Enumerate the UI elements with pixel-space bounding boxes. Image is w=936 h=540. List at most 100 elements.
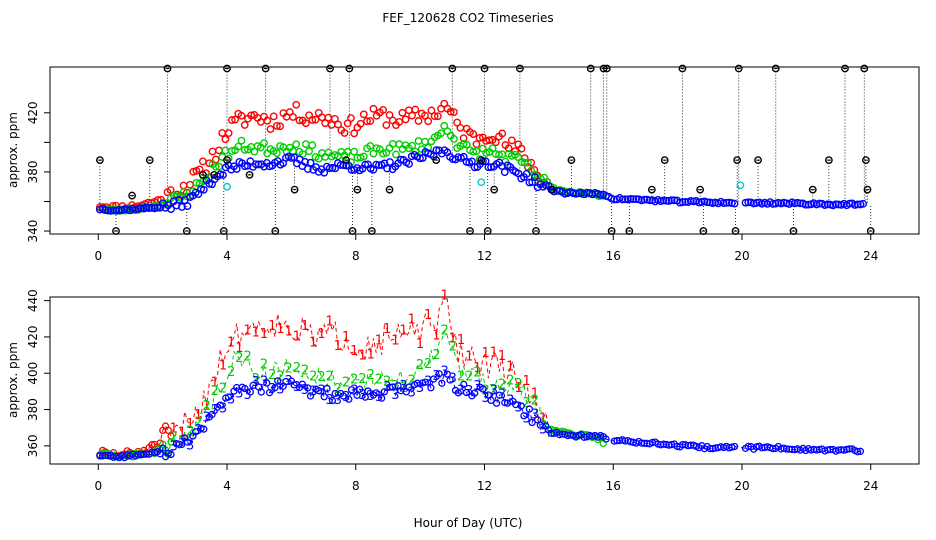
bottom-s3-point [353,391,361,399]
bottom-s1-marker: 1 [301,319,309,334]
top-s1-point [491,138,500,147]
bottom-s3-marker: 3 [252,375,260,390]
bottom-s2-marker: 2 [465,369,473,384]
top-s1-point [408,111,416,120]
top-s3-point [303,165,312,173]
bottom-s3-point [306,392,315,400]
bottom-s1-marker: 1 [465,350,473,365]
top-s1-point [269,112,278,121]
top-black-marker [353,185,362,194]
top-s3-point [470,163,479,172]
top-s1-point [215,146,223,155]
bottom-s2-marker: 2 [243,349,251,364]
top-black-marker [432,156,441,165]
top-s1-point [218,129,227,137]
top-s2-point [524,158,532,167]
top-s3-point [178,203,186,211]
bottom-s2-marker: 2 [309,369,317,384]
top-s3-point [219,171,227,179]
top-s1-point [292,100,301,109]
top-s3-point [722,198,731,207]
bottom-s3-point [298,380,306,388]
x-tick-label: 20 [734,479,749,493]
bottom-s3-point [744,442,752,451]
top-s2-point [520,158,529,167]
bottom-s3-point [315,387,323,395]
top-black-marker [789,227,798,235]
top-s1-point [340,129,349,137]
top-s3-point [115,206,123,215]
bottom-s2-marker: 2 [219,381,227,396]
bottom-s1-marker: 1 [440,288,448,303]
top-s3-point [675,198,684,207]
top-s3-point [801,200,810,209]
x-tick-label: 16 [606,249,621,263]
top-s2-point [421,137,429,146]
bottom-s3-line [99,370,861,459]
x-tick-label: 0 [94,249,102,263]
top-s3-point [478,157,487,166]
bottom-s1-line [99,294,549,457]
top-s2-point [372,144,381,153]
bottom-s2-marker: 2 [498,377,506,392]
bottom-s3-marker: 3 [449,371,457,386]
bottom-s2-marker: 2 [293,361,301,376]
bottom-s1-marker: 1 [531,387,539,402]
top-s2-point [469,147,478,156]
top-black-marker [734,64,743,73]
top-black-marker [607,227,616,235]
top-black-marker [210,170,219,179]
bottom-s3-point [386,383,394,391]
bottom-s2-marker: 2 [260,357,268,372]
bottom-s3-point [257,388,265,396]
bottom-s3-point [271,384,279,392]
top-s3-point [662,196,671,205]
top-s3-point [681,198,690,206]
y-tick-label: 420 [26,101,40,124]
bottom-s3-point [159,444,167,452]
bottom-s2-marker: 2 [506,373,514,388]
top-s1-point [414,117,423,125]
top-s3-point [629,195,638,204]
top-black-marker [223,156,231,165]
top-s3-point [834,200,843,209]
bottom-s1-marker: 1 [186,417,194,432]
top-s2-point [301,140,310,149]
bottom-s1-marker: 1 [235,341,243,356]
top-s3-point [361,160,370,169]
top-s3-point [640,195,649,204]
top-s3-point [823,200,832,209]
bottom-s3-point [304,384,312,392]
bottom-s2-marker: 2 [227,365,235,380]
top-black-marker [625,227,634,235]
top-black-marker [567,156,576,165]
bottom-s2-marker: 2 [317,370,325,385]
bottom-s3-marker: 3 [465,384,473,399]
top-black-marker [841,64,849,73]
top-s1-point [395,117,404,126]
top-s1-point [504,144,513,153]
bottom-s3-marker: 3 [219,401,227,416]
top-s2-point [495,150,503,159]
top-s1-point [498,129,507,138]
bottom-s1-marker: 1 [432,329,440,344]
top-s1-point [311,115,320,124]
bottom-s2-marker: 2 [285,362,293,377]
top-y-axis-label: approx. ppm [6,112,20,188]
top-s1-point [382,121,391,130]
bottom-s3-point [263,379,271,387]
top-s3-point [432,146,441,155]
top-s1-point [186,180,194,189]
bottom-s1-marker: 1 [326,314,334,329]
top-s1-point [308,116,317,124]
top-s2-point [366,142,375,150]
bottom-s2-marker: 2 [276,369,284,384]
top-s2-point [440,121,449,130]
bottom-s3-point [167,450,175,459]
bottom-s1-marker: 1 [523,374,531,389]
bottom-s3-point [183,438,192,446]
top-black-marker [145,156,154,165]
top-s2-point [392,150,400,159]
x-tick-label: 24 [863,479,878,493]
top-cyan-point [477,178,486,187]
